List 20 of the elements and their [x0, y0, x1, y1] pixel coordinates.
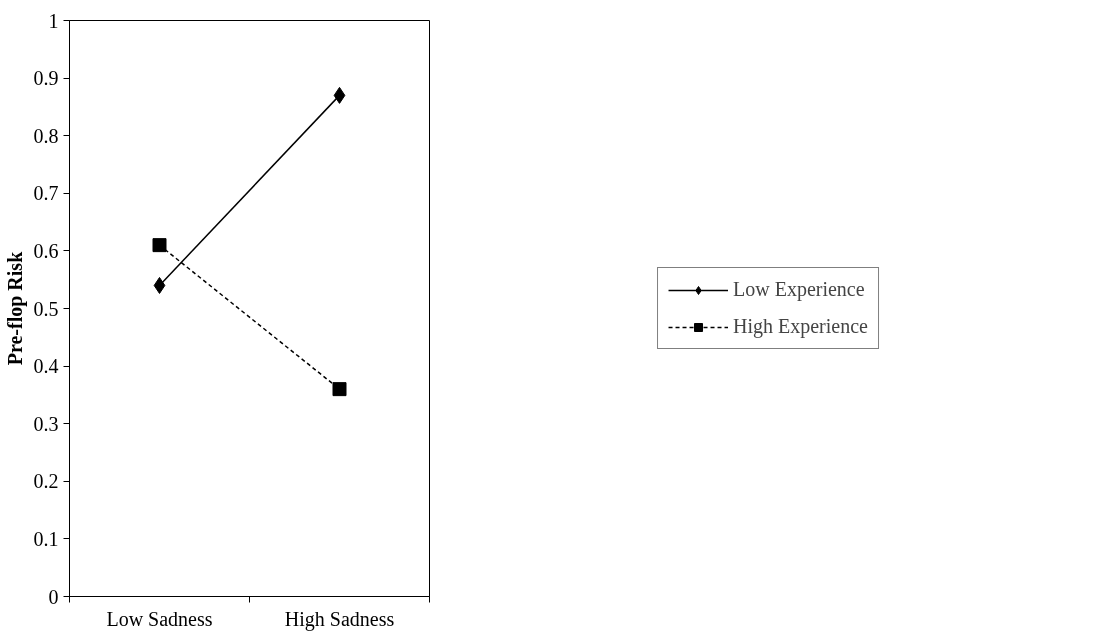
y-tick-label: 0.3: [33, 412, 59, 435]
legend-label: High Experience: [733, 315, 868, 338]
y-tick-label: 0.6: [33, 239, 59, 262]
point: [153, 276, 166, 294]
y-tick-label: 0.5: [33, 297, 59, 320]
point: [333, 86, 346, 104]
y-tick-label: 0.2: [33, 470, 59, 493]
y-tick-label: 0.7: [33, 182, 59, 205]
y-tick-label: 0.1: [33, 527, 59, 550]
point: [332, 382, 347, 397]
y-tick-label: 0: [48, 585, 59, 608]
y-tick-label: 1: [48, 9, 59, 32]
y-tick-label: 0.4: [33, 355, 59, 378]
x-tick-label: Low Sadness: [106, 607, 213, 630]
y-axis-title: Pre-flop Risk: [3, 250, 27, 366]
y-tick-label: 0.8: [33, 124, 59, 147]
x-tick-label: High Sadness: [284, 607, 395, 631]
y-tick-label: 0.9: [33, 67, 59, 90]
point: [152, 238, 167, 253]
legend-label: Low Experience: [733, 278, 865, 301]
